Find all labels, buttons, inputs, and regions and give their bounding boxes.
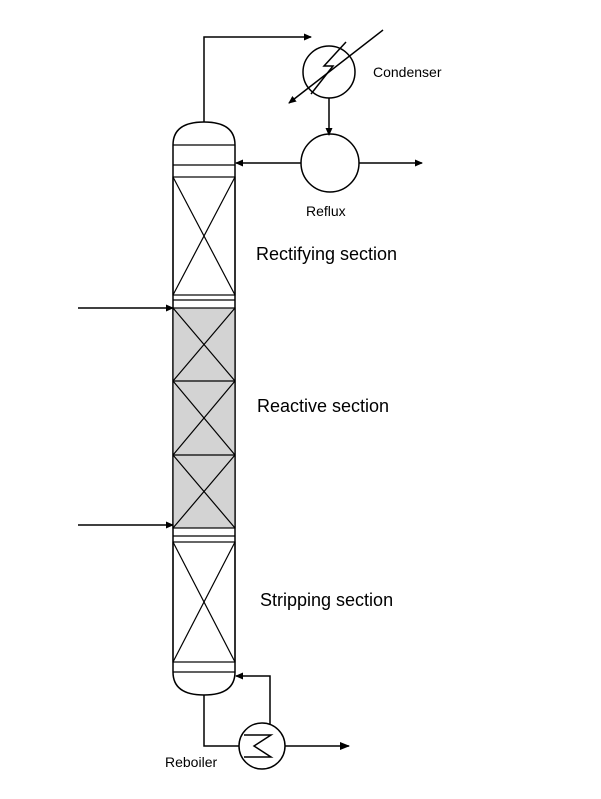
reboiler-vapor-return xyxy=(235,672,271,724)
overhead-vapor-line xyxy=(203,33,312,122)
reflux-label: Reflux xyxy=(306,203,346,219)
reactive-section-label: Reactive section xyxy=(257,396,389,416)
reflux-drum-icon xyxy=(300,133,360,193)
reboiler-label: Reboiler xyxy=(165,754,217,770)
condenser-label: Condenser xyxy=(373,64,442,80)
rectifying-packing xyxy=(172,176,236,296)
condenser-icon xyxy=(288,29,384,104)
distillation-column xyxy=(172,121,236,696)
bottoms-line xyxy=(203,695,239,747)
reboiler-icon xyxy=(238,722,286,770)
stripping-packing xyxy=(172,541,236,663)
rectifying-section-label: Rectifying section xyxy=(256,244,397,264)
stripping-section-label: Stripping section xyxy=(260,590,393,610)
reactive-packing xyxy=(172,307,236,529)
